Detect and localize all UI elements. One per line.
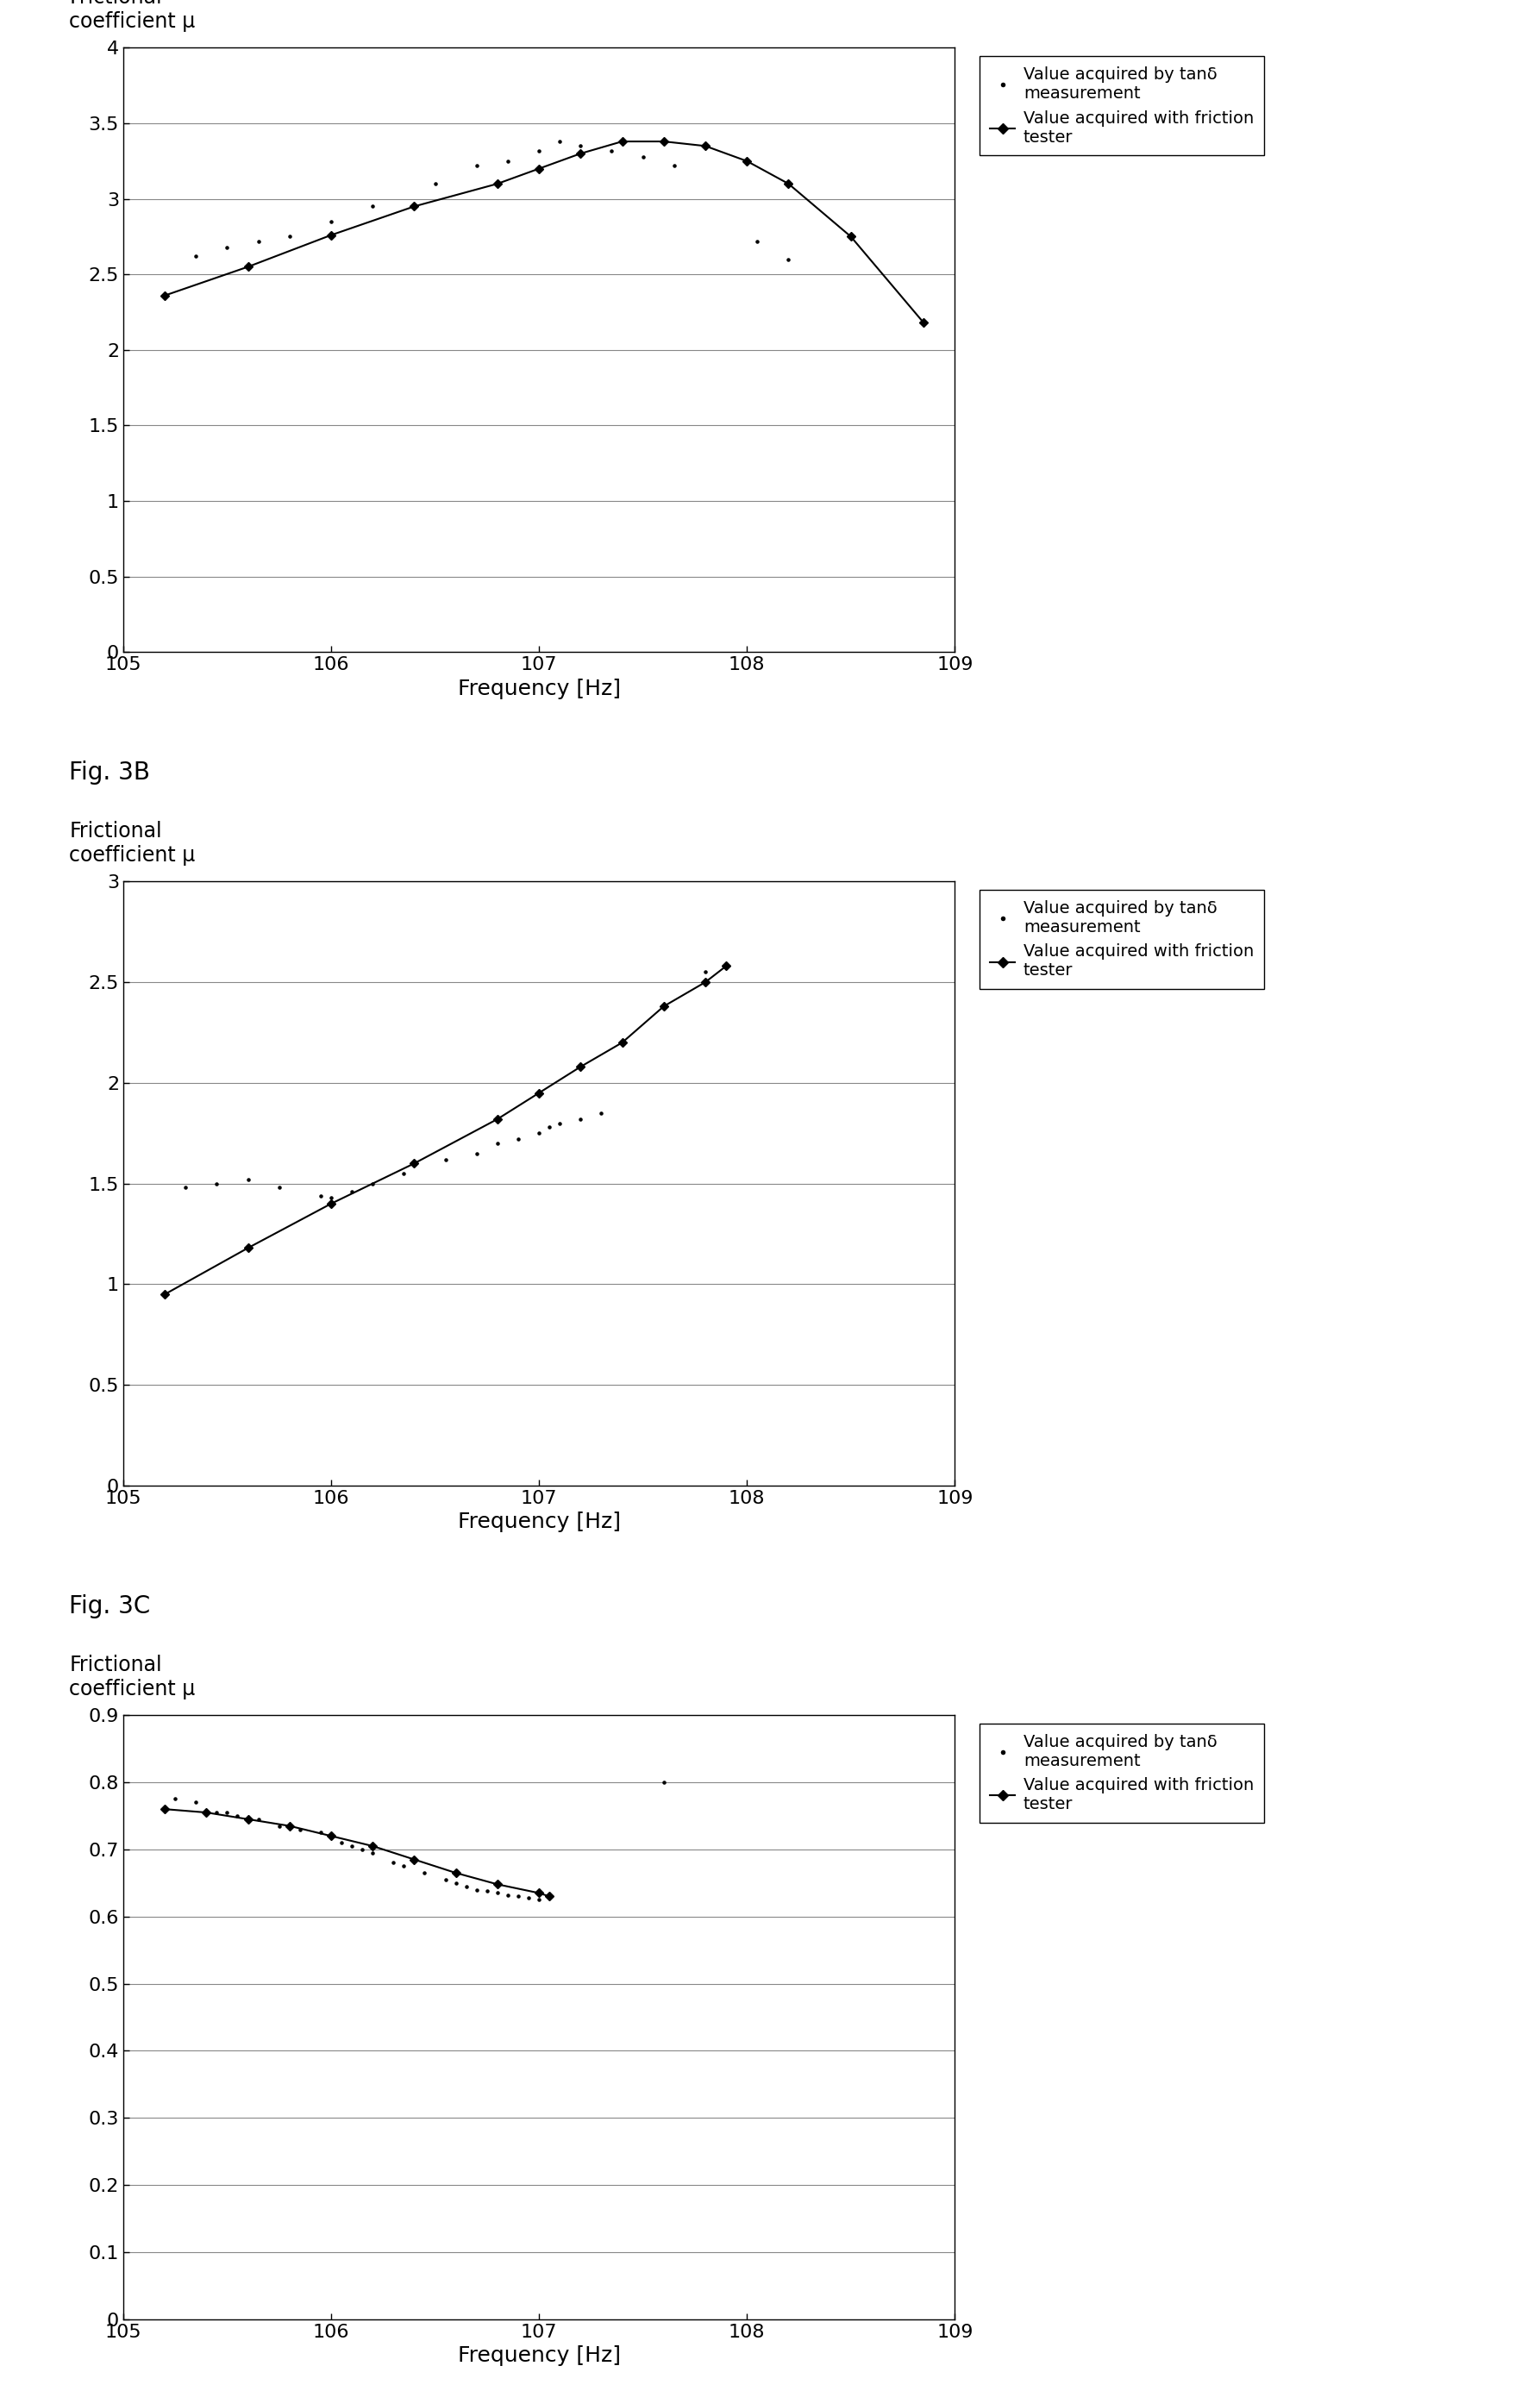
Point <box>485 1124 510 1162</box>
Text: Fig. 3B: Fig. 3B <box>69 760 151 784</box>
Point <box>693 954 718 992</box>
Point <box>590 1095 614 1133</box>
Point <box>216 1793 240 1832</box>
Point <box>424 165 448 203</box>
Point <box>246 222 271 261</box>
Point <box>496 141 521 179</box>
Text: Frictional
coefficient μ: Frictional coefficient μ <box>69 0 196 31</box>
Legend: Value acquired by tanδ
measurement, Value acquired with friction
tester: Value acquired by tanδ measurement, Valu… <box>979 889 1264 990</box>
Point <box>308 1812 333 1851</box>
Point <box>745 222 770 261</box>
Point <box>651 1762 676 1800</box>
Point <box>183 1784 208 1822</box>
Point <box>547 122 571 160</box>
Point <box>330 1824 354 1863</box>
X-axis label: Frequency [Hz]: Frequency [Hz] <box>457 1511 621 1533</box>
Point <box>308 1176 333 1215</box>
Point <box>537 1107 562 1145</box>
Point <box>662 146 687 184</box>
Point <box>527 1114 551 1152</box>
Point <box>630 136 654 175</box>
Point <box>391 1155 416 1193</box>
Point <box>464 1133 488 1172</box>
Legend: Value acquired by tanδ
measurement, Value acquired with friction
tester: Value acquired by tanδ measurement, Valu… <box>979 57 1264 155</box>
Point <box>205 1164 229 1203</box>
Point <box>413 1853 437 1891</box>
Point <box>568 1100 593 1138</box>
Point <box>776 239 801 277</box>
Text: Frictional
coefficient μ: Frictional coefficient μ <box>69 820 196 866</box>
Point <box>172 1169 197 1207</box>
Point <box>464 146 488 184</box>
Point <box>236 1160 260 1198</box>
Point <box>360 186 385 225</box>
Point <box>516 1879 541 1918</box>
Point <box>391 1848 416 1886</box>
Point <box>205 1793 229 1832</box>
Point <box>547 1105 571 1143</box>
X-axis label: Frequency [Hz]: Frequency [Hz] <box>457 2346 621 2367</box>
Legend: Value acquired by tanδ
measurement, Value acquired with friction
tester: Value acquired by tanδ measurement, Valu… <box>979 1724 1264 1822</box>
Point <box>382 1843 407 1882</box>
Point <box>216 227 240 265</box>
Point <box>350 1829 374 1867</box>
Point <box>507 1119 531 1157</box>
Point <box>464 1870 488 1908</box>
Point <box>225 1796 249 1834</box>
Point <box>454 1867 479 1906</box>
Point <box>163 1779 188 1817</box>
X-axis label: Frequency [Hz]: Frequency [Hz] <box>457 679 621 698</box>
Point <box>319 1179 343 1217</box>
Point <box>266 1808 291 1846</box>
Point <box>474 1872 499 1910</box>
Point <box>277 218 302 256</box>
Point <box>507 1877 531 1915</box>
Point <box>339 1172 363 1210</box>
Point <box>339 1827 363 1865</box>
Point <box>246 1800 271 1839</box>
Point <box>496 1877 521 1915</box>
Point <box>360 1164 385 1203</box>
Point <box>433 1860 457 1898</box>
Point <box>288 1810 313 1848</box>
Point <box>433 1141 457 1179</box>
Point <box>599 132 624 170</box>
Point <box>319 203 343 241</box>
Point <box>485 1875 510 1913</box>
Point <box>360 1834 385 1872</box>
Point <box>527 1882 551 1920</box>
Point <box>444 1865 468 1903</box>
Point <box>266 1169 291 1207</box>
Point <box>527 132 551 170</box>
Point <box>568 127 593 165</box>
Point <box>183 237 208 275</box>
Text: Fig. 3C: Fig. 3C <box>69 1595 151 1619</box>
Text: Frictional
coefficient μ: Frictional coefficient μ <box>69 1655 196 1700</box>
